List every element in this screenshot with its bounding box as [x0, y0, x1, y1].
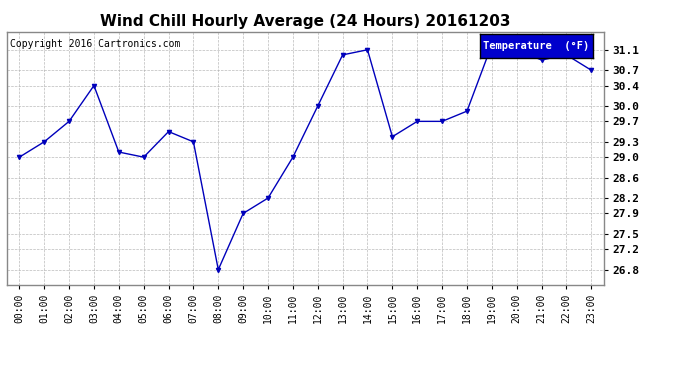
Title: Wind Chill Hourly Average (24 Hours) 20161203: Wind Chill Hourly Average (24 Hours) 201… [100, 14, 511, 29]
Text: Copyright 2016 Cartronics.com: Copyright 2016 Cartronics.com [10, 39, 180, 50]
Text: Temperature  (°F): Temperature (°F) [484, 41, 589, 51]
